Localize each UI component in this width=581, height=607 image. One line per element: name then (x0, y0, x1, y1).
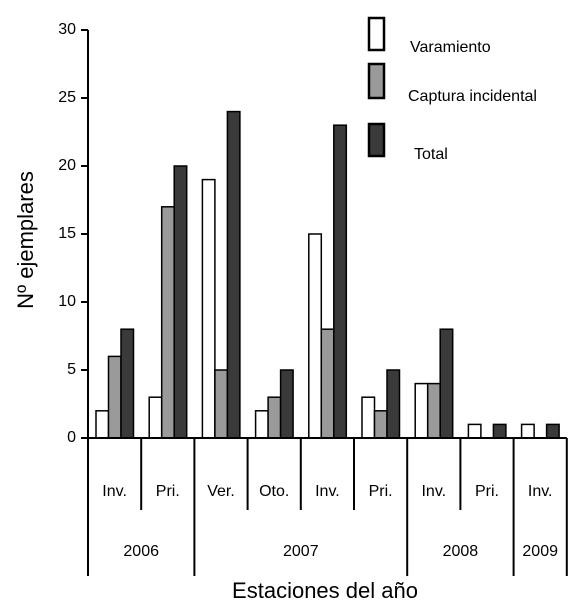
y-tick-label: 5 (67, 361, 76, 378)
bar (492, 423, 507, 439)
y-axis-label: Nº ejemplares (13, 171, 38, 309)
bar (120, 328, 135, 439)
bar (386, 369, 401, 439)
bar (308, 233, 323, 439)
bar (361, 396, 376, 439)
bar (107, 355, 122, 439)
x-tick-label: Pri. (369, 483, 393, 500)
y-tick-label: 0 (67, 429, 76, 446)
bar (320, 328, 335, 439)
y-tick-label: 25 (58, 89, 76, 106)
legend-label: Varamiento (410, 39, 491, 56)
bar (426, 382, 441, 439)
bar (95, 410, 110, 439)
bar (201, 178, 216, 439)
bar (173, 165, 188, 439)
bar (214, 369, 229, 439)
group-label: 2008 (443, 543, 479, 560)
bar (520, 423, 535, 439)
bar (545, 423, 560, 439)
x-tick-label: Ver. (207, 483, 235, 500)
x-tick-label: Oto. (259, 483, 289, 500)
bar (373, 410, 388, 439)
y-tick-label: 10 (58, 293, 76, 310)
y-tick-label: 20 (58, 157, 76, 174)
x-tick-label: Inv. (315, 483, 340, 500)
bar (148, 396, 163, 439)
y-tick-label: 15 (58, 225, 76, 242)
x-tick-label: Inv. (528, 483, 553, 500)
bar (267, 396, 282, 439)
bar (279, 369, 294, 439)
legend-label: Total (414, 146, 448, 163)
bar (333, 124, 348, 439)
group-label: 2007 (283, 543, 319, 560)
group-label: 2009 (522, 543, 558, 560)
legend-swatch (367, 122, 386, 158)
legend-label: Captura incidental (408, 88, 537, 105)
legend-swatch (367, 16, 386, 52)
x-tick-label: Pri. (475, 483, 499, 500)
x-tick-label: Inv. (102, 483, 127, 500)
bar (467, 423, 482, 439)
x-tick-label: Inv. (421, 483, 446, 500)
y-tick-label: 30 (58, 21, 76, 38)
bar (160, 206, 175, 439)
group-label: 2006 (123, 543, 159, 560)
bar (439, 328, 454, 439)
x-tick-label: Pri. (156, 483, 180, 500)
bar (226, 110, 241, 439)
x-axis-label: Estaciones del año (232, 578, 418, 603)
bar (414, 382, 429, 439)
bar (254, 410, 269, 439)
legend-swatch (367, 62, 386, 100)
